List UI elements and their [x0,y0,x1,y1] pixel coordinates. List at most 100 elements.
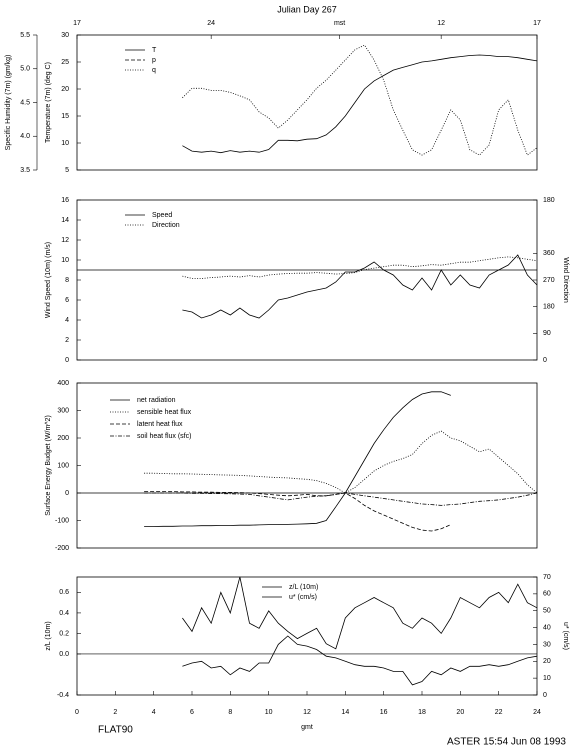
x-tick-label: 22 [495,709,503,716]
y2-tick-label: 20 [543,658,551,665]
y-tick-label: 20 [61,86,69,93]
y-tick-label: 200 [57,435,69,442]
y-tick-label: 15 [61,113,69,120]
x-tick-label: 2 [113,709,117,716]
y2-axis-label: Specific Humidity (7m) (gm/kg) [5,55,12,151]
y-tick-label: 25 [61,59,69,66]
series-line [182,576,538,650]
legend-label: latent heat flux [137,421,183,428]
x-tick-label: 24 [533,709,541,716]
series-line [144,492,538,506]
x-tick-label: 14 [341,709,349,716]
x-tick-label: 0 [75,709,79,716]
y2-tick-label: 30 [543,641,551,648]
y-tick-label: 100 [57,462,69,469]
y-tick-label: 14 [61,217,69,224]
x2-tick-label: 24 [207,20,215,27]
x-tick-label: 4 [152,709,156,716]
y-tick-label: 16 [61,197,69,204]
y-tick-label: 10 [61,140,69,147]
y2-tick-label: 40 [543,624,551,631]
y2-tick-label: 50 [543,608,551,615]
y2-tick-label: 10 [543,675,551,682]
y-tick-label: 0.2 [59,630,69,637]
y-tick-label: -200 [55,545,69,552]
y2-tick-label: 5.0 [20,66,30,73]
legend-label: p [152,57,156,64]
y-tick-label: 8 [65,277,69,284]
x-axis-label: gmt [301,724,313,731]
series-line [144,491,451,532]
series-line [182,254,538,319]
legend-label: T [152,47,157,54]
footer-left: FLAT90 [98,725,133,736]
y-tick-label: 0.4 [59,610,69,617]
y2-tick-label: 5.5 [20,32,30,39]
y-tick-label: 300 [57,407,69,414]
x2-tick-label: 17 [73,20,81,27]
series-line [182,54,538,154]
y-tick-label: -100 [55,517,69,524]
plot-frame [76,34,538,171]
y2-axis-label: Wind Direction [562,257,569,303]
figure-title: Julian Day 267 [277,4,337,14]
y2-tick-label: 270 [543,277,555,284]
y-axis-label: Surface Energy Budget (W/m^2) [45,415,52,516]
y2-tick-label: 4.5 [20,99,30,106]
y2-axis-label: u* (cm/s) [562,622,569,650]
y-axis-label: Wind Speed (10m) (m/s) [45,242,52,318]
footer-right: ASTER 15:54 Jun 08 1993 [447,737,566,748]
y-tick-label: 0 [65,490,69,497]
y-axis-label: Temperature (7m) (deg C) [45,62,52,143]
y-tick-label: 12 [61,237,69,244]
y2-tick-label: 60 [543,591,551,598]
y-axis-label: z/L (10m) [45,621,52,650]
y-tick-label: -0.4 [57,692,69,699]
legend-label: Speed [152,212,172,219]
x-tick-label: 10 [265,709,273,716]
y2-tick-label: 70 [543,574,551,581]
y-tick-label: 2 [65,337,69,344]
y-tick-label: 4 [65,317,69,324]
x-tick-label: 20 [456,709,464,716]
legend-label: u* (cm/s) [289,594,317,601]
series-line [182,256,538,279]
y2-tick-label: 180 [543,304,555,311]
y2-tick-label: 360 [543,250,555,257]
x-tick-label: 18 [418,709,426,716]
y2-tick-label: 0 [543,357,547,364]
x2-tick-label: 12 [437,20,445,27]
y2-tick-label: 4.0 [20,133,30,140]
legend-label: q [152,67,156,74]
legend-label: net radiation [137,397,176,404]
legend-label: sensible heat flux [137,409,192,416]
plot-frame [76,199,538,361]
y-tick-label: 5 [65,167,69,174]
legend-label: soil heat flux (sfc) [137,433,191,440]
series-line [144,430,538,494]
x-tick-label: 8 [228,709,232,716]
plot-frame [76,382,538,549]
y-tick-label: 0.0 [59,651,69,658]
legend-label: z/L (10m) [289,584,318,591]
series-line [182,44,538,156]
y2-tick-label: 90 [543,330,551,337]
x2-tick-label: mst [334,20,345,27]
series-line [144,391,451,527]
x-tick-label: 6 [190,709,194,716]
y-tick-label: 0 [65,357,69,364]
x-tick-label: 12 [303,709,311,716]
y-tick-label: 0.6 [59,589,69,596]
y2-tick-label: 180 [543,197,555,204]
legend-label: Direction [152,222,180,229]
y-tick-label: 6 [65,297,69,304]
y-tick-label: 400 [57,380,69,387]
x2-tick-label: 17 [533,20,541,27]
y-tick-label: 30 [61,32,69,39]
y-tick-label: 10 [61,257,69,264]
y2-tick-label: 0 [543,692,547,699]
x-tick-label: 16 [380,709,388,716]
series-line [182,635,538,686]
y2-tick-label: 3.5 [20,167,30,174]
